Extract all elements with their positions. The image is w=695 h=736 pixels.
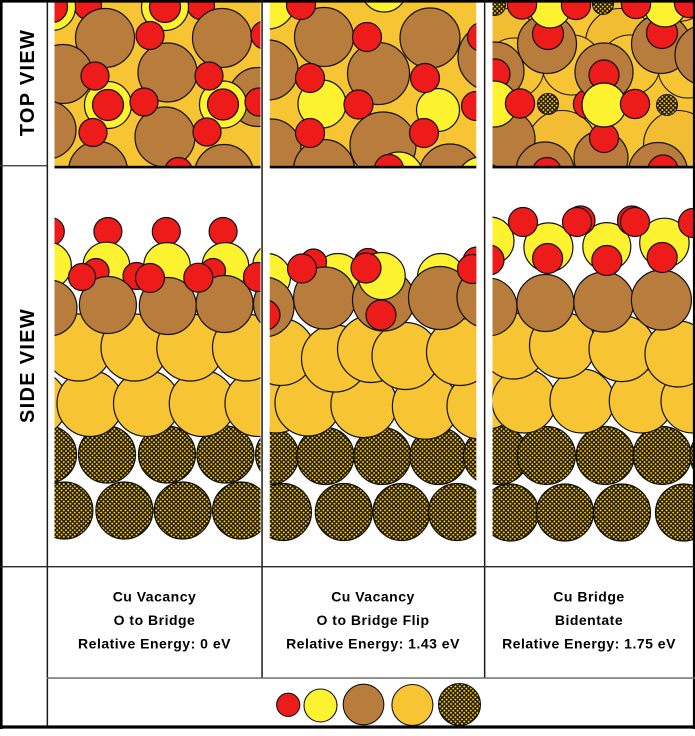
svg-text:Cu Vacancy: Cu Vacancy: [113, 589, 197, 605]
svg-text:Bidentate: Bidentate: [555, 612, 623, 628]
svg-text:Cu Vacancy: Cu Vacancy: [331, 589, 415, 605]
svg-text:Cu Bridge: Cu Bridge: [553, 589, 624, 605]
svg-text:Relative Energy: 1.75 eV: Relative Energy: 1.75 eV: [502, 636, 676, 652]
svg-text:O to Bridge Flip: O to Bridge Flip: [317, 612, 430, 628]
svg-text:O to Bridge: O to Bridge: [114, 612, 196, 628]
svg-text:SIDE VIEW: SIDE VIEW: [17, 308, 39, 423]
svg-text:Relative Energy: 1.43 eV: Relative Energy: 1.43 eV: [286, 636, 460, 652]
svg-text:TOP VIEW: TOP VIEW: [17, 29, 39, 136]
svg-text:Relative Energy: 0 eV: Relative Energy: 0 eV: [78, 636, 231, 652]
